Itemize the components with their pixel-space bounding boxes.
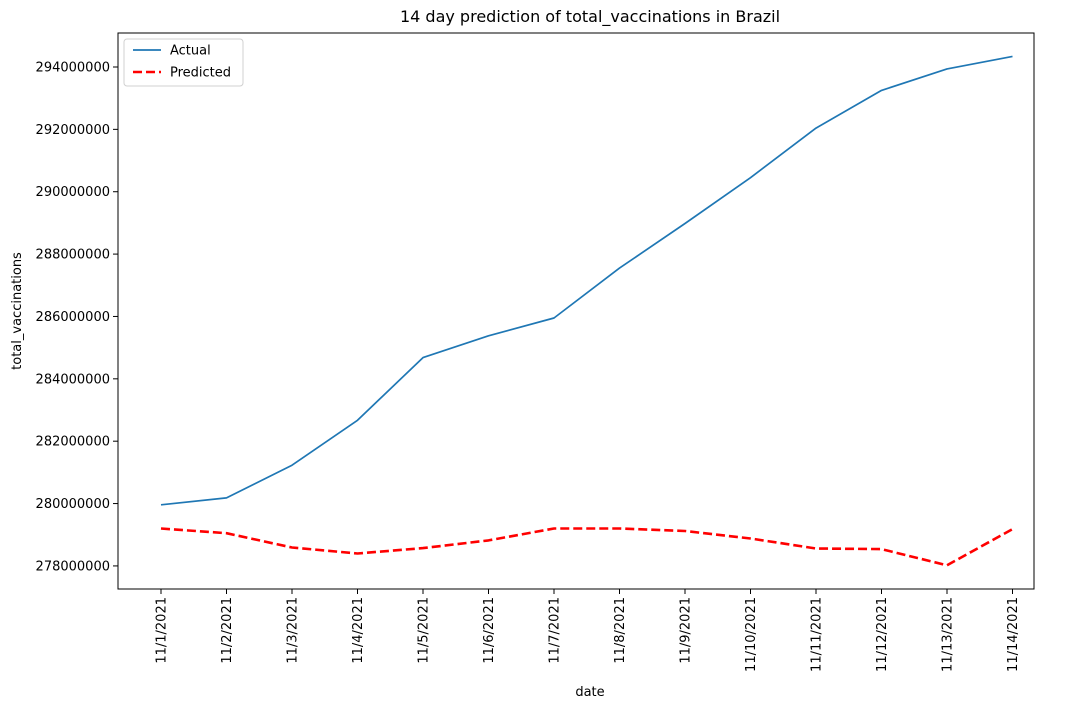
- x-tick-label: 11/14/2021: [1006, 597, 1021, 672]
- y-axis: 278000000 280000000 282000000 284000000 2860…: [36, 60, 118, 574]
- series-line-predicted: [160, 527, 1014, 567]
- x-tick-label: 11/6/2021: [482, 597, 497, 664]
- x-tick-label: 11/7/2021: [548, 597, 563, 664]
- x-axis: 11/1/2021 11/2/2021 11/3/2021 11/4/2021 11/5…: [155, 589, 1021, 672]
- plot-area: [117, 32, 1035, 590]
- y-axis-label: total_vaccinations: [10, 252, 25, 370]
- x-tick-label: 11/3/2021: [286, 597, 301, 664]
- y-tick-label: 288000000: [36, 248, 110, 263]
- series-line-actual: [160, 55, 1013, 506]
- x-tick-label: 11/5/2021: [417, 597, 432, 664]
- x-tick-label: 11/13/2021: [941, 597, 956, 672]
- y-tick-label: 290000000: [36, 185, 110, 200]
- chart-title: 14 day prediction of total_vaccinations …: [400, 7, 780, 27]
- x-tick-label: 11/9/2021: [679, 597, 694, 664]
- y-tick-label: 278000000: [36, 559, 110, 574]
- series-layer: [160, 55, 1014, 567]
- y-tick-label: 294000000: [36, 60, 110, 75]
- x-tick-label: 11/1/2021: [155, 597, 170, 664]
- y-tick-label: 284000000: [36, 372, 110, 387]
- y-tick-label: 292000000: [36, 123, 110, 138]
- x-tick-label: 11/10/2021: [744, 597, 759, 672]
- x-tick-label: 11/8/2021: [613, 597, 628, 664]
- legend-label-actual: Actual: [170, 44, 211, 59]
- y-tick-label: 282000000: [36, 435, 110, 450]
- legend-label-predicted: Predicted: [170, 66, 231, 81]
- x-tick-label: 11/11/2021: [810, 597, 825, 672]
- y-tick-label: 280000000: [36, 497, 110, 512]
- y-tick-label: 286000000: [36, 310, 110, 325]
- x-axis-label: date: [575, 685, 604, 700]
- x-tick-label: 11/4/2021: [351, 597, 366, 664]
- x-tick-label: 11/2/2021: [220, 597, 235, 664]
- x-tick-label: 11/12/2021: [875, 597, 890, 672]
- legend: Actual Predicted: [123, 38, 244, 87]
